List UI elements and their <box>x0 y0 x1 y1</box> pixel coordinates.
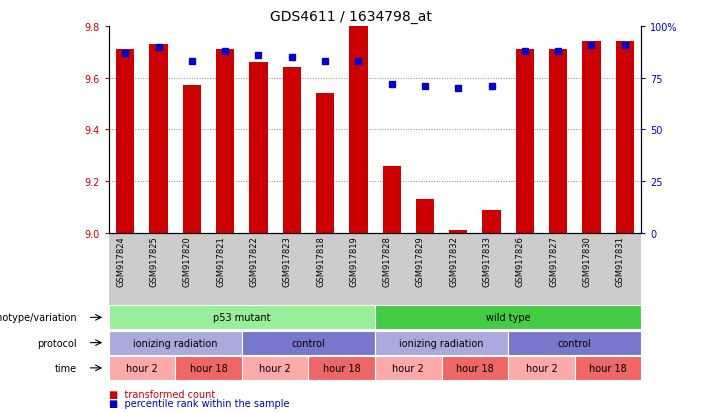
Bar <box>149 45 168 233</box>
Text: GDS4611 / 1634798_at: GDS4611 / 1634798_at <box>270 10 431 24</box>
Text: time: time <box>55 363 77 373</box>
Bar <box>549 50 567 233</box>
Text: GSM917825: GSM917825 <box>149 235 158 286</box>
Text: GSM917830: GSM917830 <box>583 235 592 286</box>
Bar <box>416 200 434 233</box>
Bar <box>482 210 501 233</box>
Text: GSM917829: GSM917829 <box>416 235 425 286</box>
Text: GSM917826: GSM917826 <box>516 235 525 286</box>
Bar <box>183 86 201 233</box>
Text: ■  percentile rank within the sample: ■ percentile rank within the sample <box>109 398 289 408</box>
Text: hour 2: hour 2 <box>126 363 158 373</box>
Text: wild type: wild type <box>486 313 531 323</box>
Bar <box>615 42 634 233</box>
Bar <box>283 68 301 233</box>
Text: GSM917819: GSM917819 <box>349 235 358 286</box>
Bar <box>583 42 601 233</box>
Bar <box>216 50 234 233</box>
Text: GSM917822: GSM917822 <box>250 235 259 286</box>
Text: GSM917821: GSM917821 <box>216 235 225 286</box>
Bar <box>449 231 468 233</box>
Text: hour 2: hour 2 <box>393 363 424 373</box>
Text: hour 18: hour 18 <box>456 363 494 373</box>
Text: GSM917833: GSM917833 <box>482 235 491 286</box>
Text: control: control <box>558 338 592 348</box>
Text: GSM917820: GSM917820 <box>183 235 192 286</box>
Text: hour 2: hour 2 <box>259 363 291 373</box>
Text: GSM917818: GSM917818 <box>316 235 325 286</box>
Text: GSM917827: GSM917827 <box>549 235 558 286</box>
Text: GSM917823: GSM917823 <box>283 235 292 286</box>
Bar <box>116 50 135 233</box>
Text: hour 18: hour 18 <box>190 363 227 373</box>
Bar <box>349 27 367 233</box>
Bar <box>316 94 334 233</box>
Text: hour 18: hour 18 <box>323 363 360 373</box>
Bar <box>383 166 401 233</box>
Text: ionizing radiation: ionizing radiation <box>400 338 484 348</box>
Text: GSM917832: GSM917832 <box>449 235 458 286</box>
Bar <box>516 50 534 233</box>
Bar <box>250 63 268 233</box>
Text: protocol: protocol <box>37 338 77 348</box>
Text: control: control <box>292 338 325 348</box>
Text: hour 18: hour 18 <box>590 363 627 373</box>
Text: p53 mutant: p53 mutant <box>213 313 271 323</box>
Text: GSM917824: GSM917824 <box>116 235 125 286</box>
Text: GSM917831: GSM917831 <box>615 235 625 286</box>
Text: genotype/variation: genotype/variation <box>0 313 77 323</box>
Text: GSM917828: GSM917828 <box>383 235 392 286</box>
Text: hour 2: hour 2 <box>526 363 557 373</box>
Text: ionizing radiation: ionizing radiation <box>133 338 217 348</box>
Text: ■  transformed count: ■ transformed count <box>109 389 215 399</box>
